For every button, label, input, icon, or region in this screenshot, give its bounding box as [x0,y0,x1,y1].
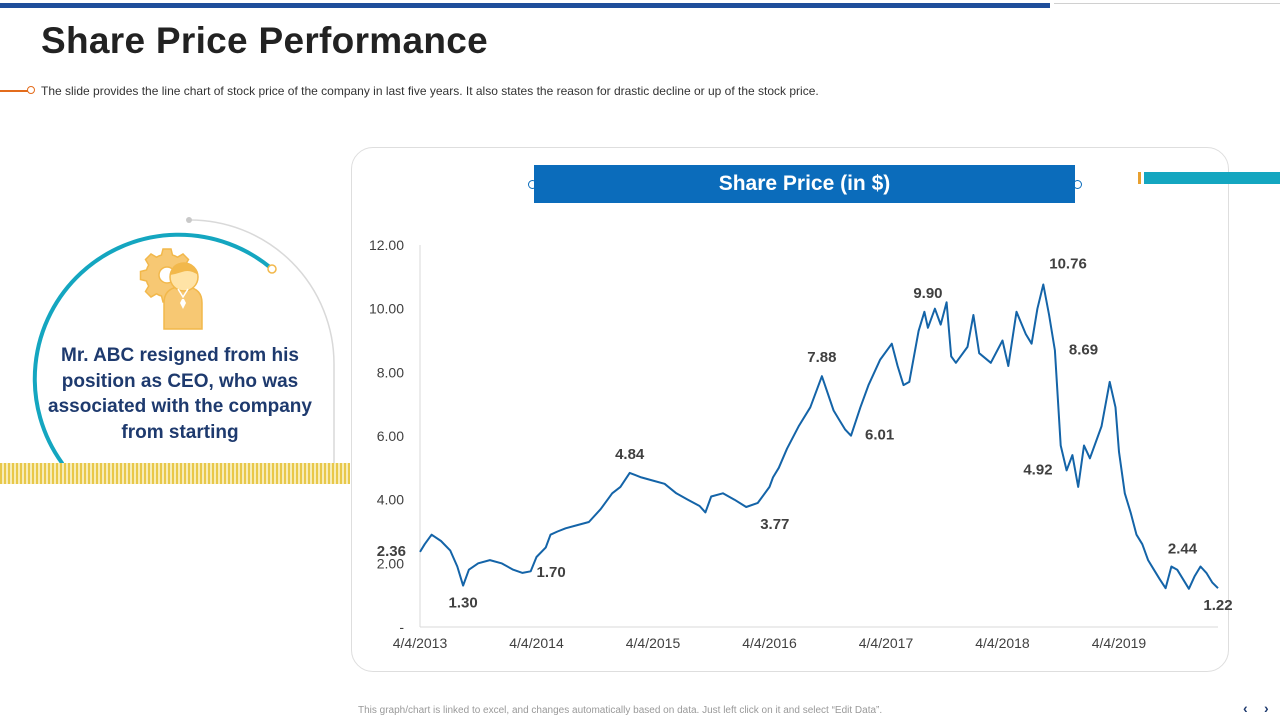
top-accent-bar [0,3,1050,8]
data-label: 7.88 [807,349,836,366]
page-title: Share Price Performance [41,20,489,61]
person-gear-icon [139,248,203,330]
x-tick-label: 4/4/2016 [742,635,797,651]
data-label: 4.84 [615,446,645,463]
decor-orange-tick [1138,172,1141,184]
x-tick-label: 4/4/2014 [509,635,564,651]
y-tick-label: 4.00 [377,492,404,508]
data-label: 9.90 [913,285,942,302]
footer-note: This graph/chart is linked to excel, and… [358,705,883,716]
data-label: 1.22 [1203,597,1232,614]
decor-teal-bar [1144,172,1280,184]
callout-arcs [32,217,335,465]
callout-grey-dot [186,217,192,223]
data-label: 2.44 [1168,540,1198,557]
data-label: 2.36 [377,543,406,560]
x-tick-label: 4/4/2017 [859,635,914,651]
top-thin-line [1054,3,1280,4]
callout-stripe [0,463,350,484]
data-label: 1.70 [537,564,566,581]
y-tick-label: 8.00 [377,364,404,380]
callout-grey-arc [188,219,335,463]
x-tick-label: 4/4/2019 [1092,635,1147,651]
subtitle-bullet-dot [27,86,35,94]
data-label: 1.30 [449,595,478,612]
chart-title: Share Price (in $) [534,165,1075,203]
y-tick-label: 10.00 [369,301,404,317]
callout-teal-arc [32,232,274,465]
callout-text: Mr. ABC resigned from his position as CE… [48,345,312,443]
data-label: 4.92 [1023,461,1052,478]
next-slide-button[interactable]: › [1264,700,1269,716]
callout-gold-dot [267,264,277,274]
prev-slide-button[interactable]: ‹ [1243,700,1248,716]
data-label: 6.01 [865,427,894,444]
y-tick-label: 2.00 [377,555,404,571]
x-tick-label: 4/4/2013 [393,635,448,651]
y-tick-label: 12.00 [369,237,404,253]
series-line-share-price [419,283,1219,590]
data-label: 10.76 [1049,255,1087,272]
x-tick-label: 4/4/2015 [626,635,681,651]
chart-card [351,147,1229,672]
data-label: 3.77 [760,516,789,533]
subtitle-bullet-line [0,90,28,92]
y-tick-label: - [399,619,404,635]
page-subtitle: The slide provides the line chart of sto… [41,84,819,98]
data-label: 8.69 [1069,341,1098,358]
x-tick-label: 4/4/2018 [975,635,1030,651]
y-tick-label: 6.00 [377,428,404,444]
